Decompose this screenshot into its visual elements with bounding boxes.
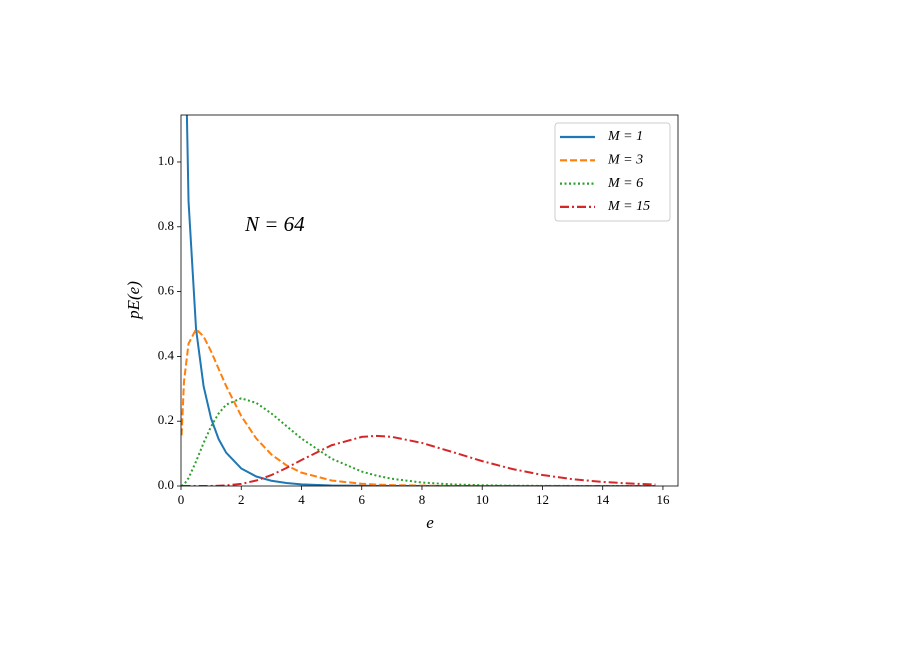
x-tick-label: 10 [476,492,489,507]
plot-area [181,115,656,486]
x-tick-label: 0 [178,492,185,507]
line-series [181,327,656,486]
y-tick-label: 0.6 [158,283,175,298]
x-tick-label: 8 [419,492,426,507]
legend-box [554,122,671,222]
legend-label: M = 15 [607,199,650,214]
x-tick-label: 12 [536,492,549,507]
y-tick-label: 0.4 [158,347,175,362]
y-tick-label: 0.2 [158,412,174,427]
legend-label: M = 6 [607,176,643,191]
y-tick-label: 1.0 [158,153,174,168]
x-tick-label: 4 [298,492,305,507]
x-axis-label: e [426,513,434,532]
line-series [181,397,656,486]
x-tick-label: 14 [596,492,610,507]
line-series [181,434,656,486]
legend-label: M = 1 [607,129,643,144]
line-series [185,115,656,486]
x-tick-label: 6 [358,492,365,507]
x-tick-label: 16 [656,492,670,507]
y-axis-label: pE(e) [124,281,143,320]
legend-label: M = 3 [607,153,643,168]
y-tick-label: 0.8 [158,218,174,233]
annotation: N = 64 [244,212,305,236]
y-tick-label: 0.0 [158,477,174,492]
plot-frame [180,114,679,487]
x-tick-label: 2 [238,492,245,507]
